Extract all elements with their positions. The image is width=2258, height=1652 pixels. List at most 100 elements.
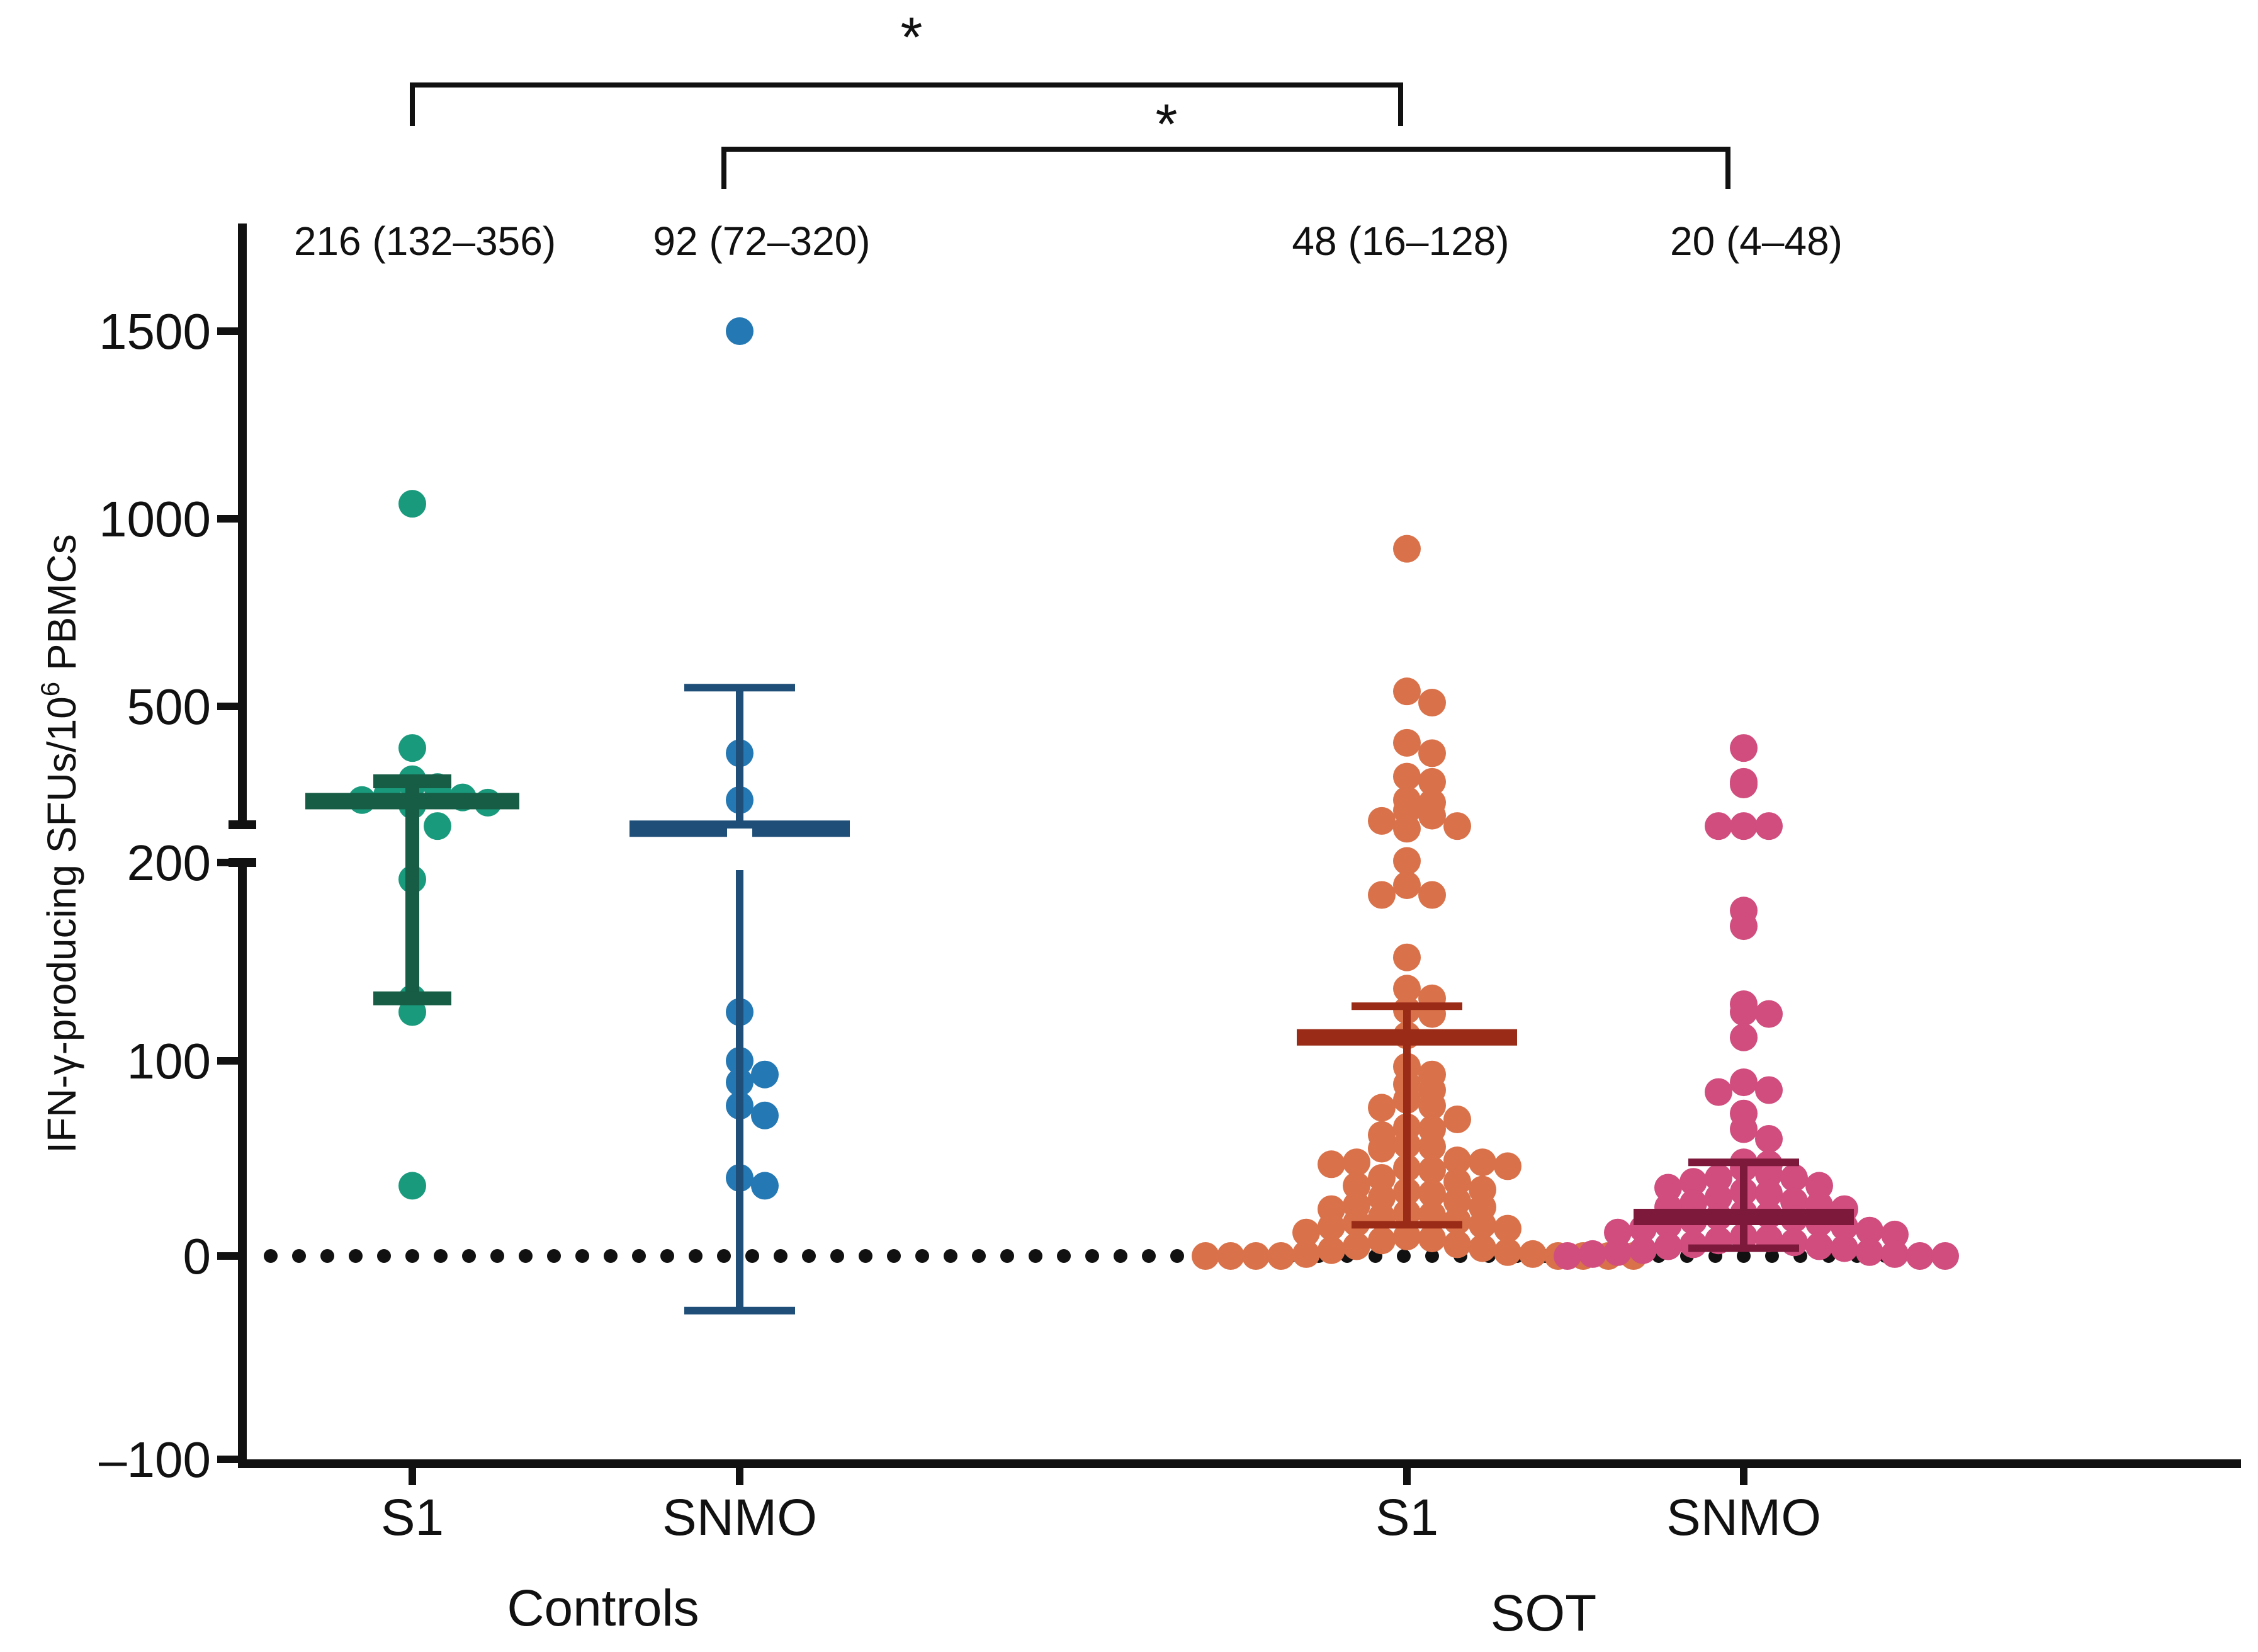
significance-star: *: [1155, 93, 1177, 156]
data-point: [1629, 1236, 1657, 1264]
data-point: [1931, 1242, 1959, 1270]
reference-line-dot: [604, 1249, 618, 1263]
data-point: [1730, 998, 1758, 1026]
y-tick-label: 500: [127, 679, 211, 735]
data-point: [1443, 812, 1471, 840]
data-point: [1418, 739, 1446, 767]
data-point: [1730, 912, 1758, 941]
data-point: [1443, 1187, 1471, 1216]
data-point: [1368, 1164, 1396, 1192]
axes-layer: [217, 82, 2241, 1485]
y-axis-title-main: IFN-γ-producing SFUs/10: [39, 696, 84, 1153]
reference-line-dot: [1765, 1249, 1779, 1263]
x-category-label: SNMO: [662, 1489, 817, 1546]
data-point: [1730, 1023, 1758, 1051]
median-iqr-annotation: 216 (132–356): [294, 218, 556, 264]
data-point: [1494, 1152, 1521, 1180]
data-point: [1292, 1240, 1320, 1268]
data-point: [1418, 1225, 1446, 1253]
data-point: [1292, 1218, 1320, 1247]
data-point: [1443, 1146, 1471, 1175]
data-point: [1780, 1164, 1808, 1192]
data-point: [1856, 1216, 1883, 1245]
data-point: [1343, 1232, 1370, 1260]
data-point: [1881, 1240, 1909, 1268]
reference-line-dot: [802, 1249, 816, 1263]
text-layer: –100 0 100 200 500 1000 1500 S1 SNMO S1 SNMO Contro…: [35, 6, 1843, 1642]
data-point: [398, 734, 426, 762]
reference-line-dot: [1425, 1249, 1439, 1263]
group-label-controls: Controls: [507, 1580, 699, 1637]
data-point: [424, 812, 451, 840]
reference-line-dot: [745, 1249, 759, 1263]
reference-line-dot: [292, 1249, 306, 1263]
summary-bars-layer: [305, 684, 1854, 1315]
data-point: [1730, 812, 1758, 840]
data-point: [1418, 1156, 1446, 1184]
data-point: [1418, 689, 1446, 717]
group-label-sot: SOT: [1491, 1585, 1597, 1642]
data-point: [1755, 1076, 1783, 1104]
data-point: [1393, 871, 1421, 899]
data-point: [1418, 881, 1446, 909]
data-point: [1393, 815, 1421, 843]
data-point: [398, 1172, 426, 1200]
data-point: [1192, 1242, 1219, 1270]
significance-star: *: [900, 6, 922, 69]
data-point: [1906, 1242, 1934, 1270]
axis-break-gap: [727, 829, 752, 870]
data-point: [1705, 1184, 1732, 1211]
data-point: [1755, 1160, 1783, 1188]
data-point: [1469, 1211, 1496, 1239]
data-point: [1443, 1168, 1471, 1196]
y-tick-label: 0: [183, 1228, 212, 1284]
data-point: [1418, 767, 1446, 796]
reference-line-dot: [774, 1249, 787, 1263]
data-point: [1368, 1184, 1396, 1211]
data-point: [751, 1060, 779, 1089]
data-point: [1831, 1234, 1858, 1262]
data-point: [1318, 1236, 1345, 1264]
y-tick-label: –100: [99, 1432, 211, 1488]
reference-line-dot: [1397, 1249, 1411, 1263]
data-point: [1368, 1226, 1396, 1255]
data-point: [1755, 812, 1783, 840]
reference-line-dot: [717, 1249, 731, 1263]
data-point: [1393, 728, 1421, 757]
data-point: [1318, 1213, 1345, 1241]
data-point: [1318, 1150, 1345, 1179]
reference-line-dot: [887, 1249, 901, 1263]
data-point: [1755, 1179, 1783, 1208]
reference-line-dot: [660, 1249, 674, 1263]
significance-bracket: [721, 147, 1730, 189]
data-point: [398, 490, 426, 518]
y-axis-title-units: PBMCs: [39, 534, 84, 682]
data-point: [1679, 1230, 1707, 1259]
data-point: [1805, 1172, 1833, 1200]
data-point: [751, 1101, 779, 1129]
reference-line-dot: [632, 1249, 646, 1263]
data-point: [1393, 1223, 1421, 1250]
data-point: [1780, 1228, 1808, 1257]
data-point: [1755, 1000, 1783, 1028]
data-point: [1418, 1092, 1446, 1120]
data-point: [1730, 771, 1758, 798]
data-point: [1393, 847, 1421, 875]
reference-line-dot: [944, 1249, 957, 1263]
x-category-label: S1: [1375, 1489, 1438, 1546]
data-point: [1679, 1168, 1707, 1196]
data-point: [1267, 1242, 1295, 1270]
data-point: [1418, 1133, 1446, 1161]
reference-line-dot: [1737, 1249, 1751, 1263]
reference-line-dot: [264, 1249, 278, 1263]
data-point: [1881, 1220, 1909, 1248]
data-point: [1393, 677, 1421, 706]
data-point: [1343, 1172, 1370, 1200]
reference-line-dot: [859, 1249, 872, 1263]
data-point: [1368, 881, 1396, 909]
reference-line-dot: [1170, 1249, 1184, 1263]
data-point: [1654, 1174, 1682, 1202]
data-point: [1393, 975, 1421, 1003]
